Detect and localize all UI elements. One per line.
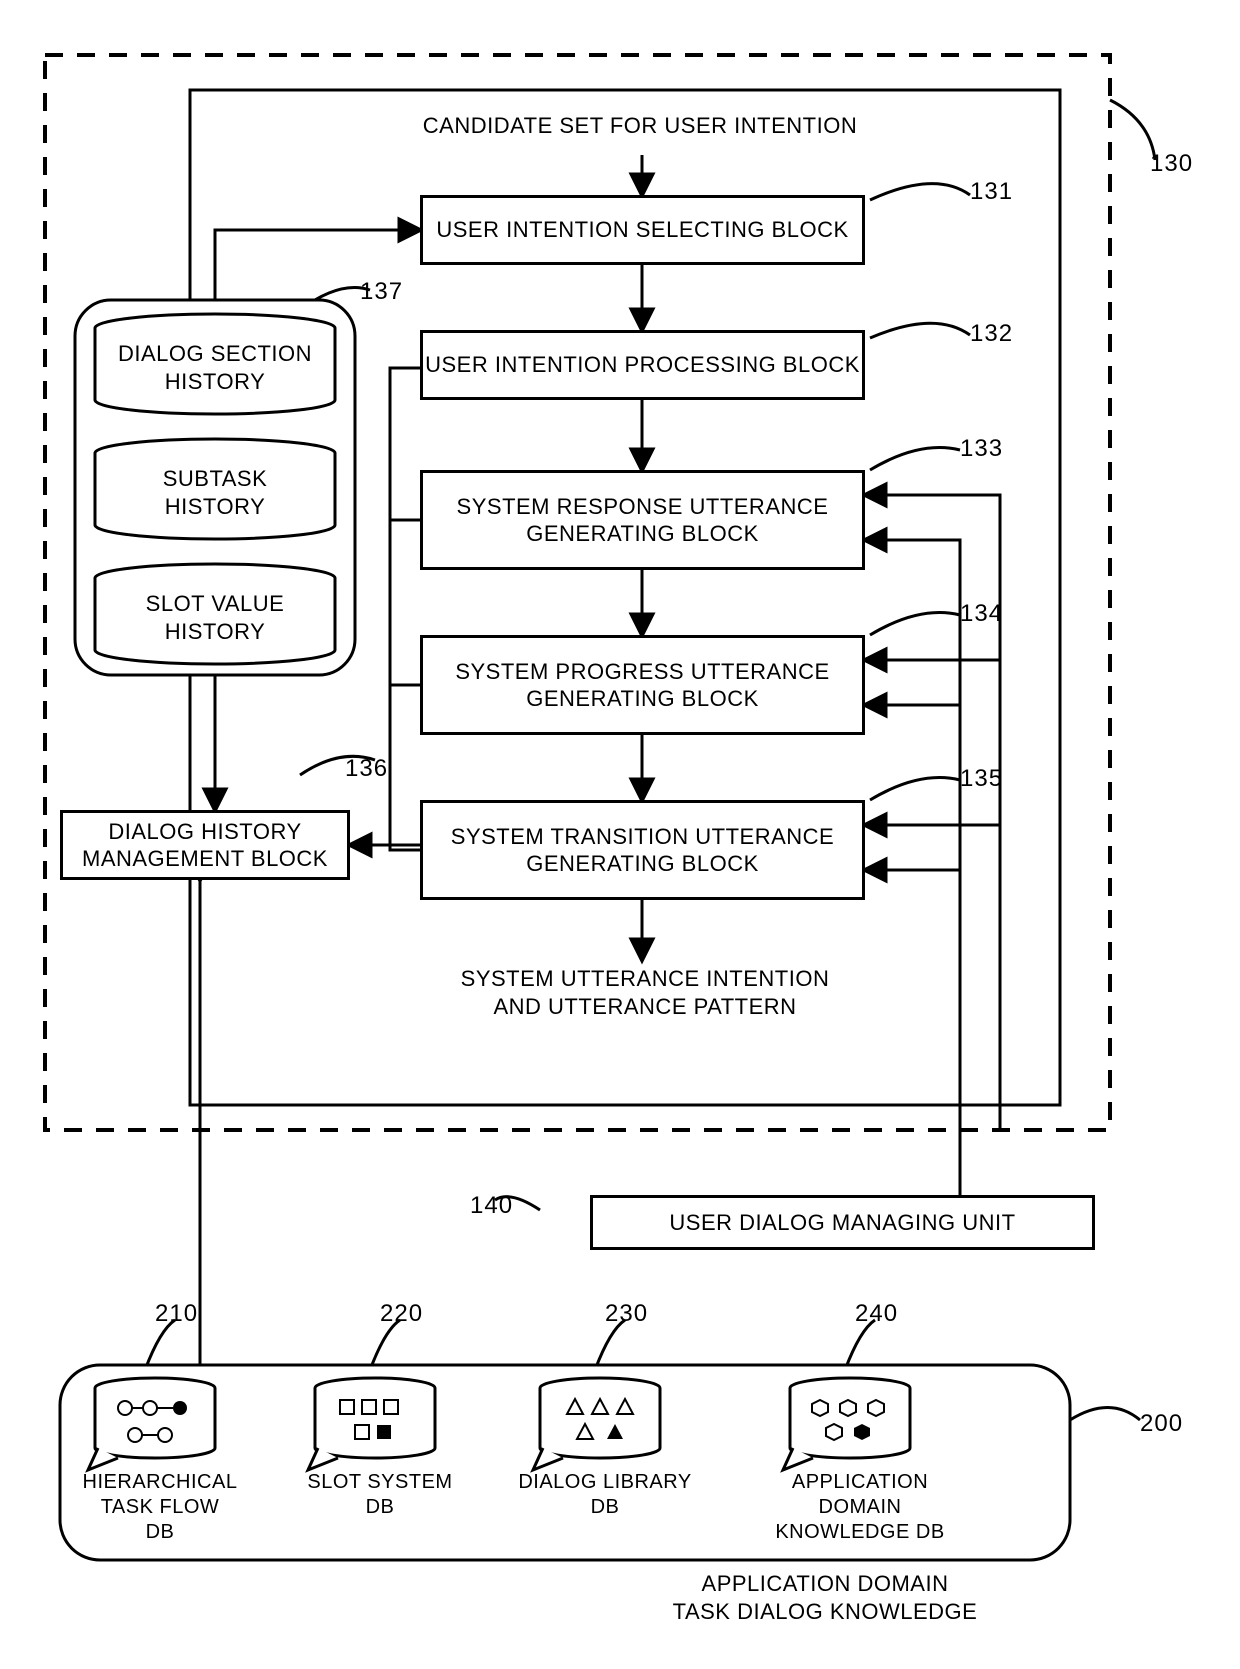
block-user-intention-processing: USER INTENTION PROCESSING BLOCK (420, 330, 865, 400)
block-label: DIALOG HISTORY MANAGEMENT BLOCK (63, 818, 347, 873)
ref-240: 240 (855, 1300, 898, 1328)
ref-130: 130 (1150, 150, 1193, 178)
cyl-label: SUBTASK HISTORY (95, 465, 335, 520)
db-label: DIALOG LIBRARY DB (510, 1470, 700, 1520)
ref-140: 140 (470, 1192, 513, 1220)
ref-230: 230 (605, 1300, 648, 1328)
block-label: SYSTEM TRANSITION UTTERANCE GENERATING B… (423, 823, 862, 878)
block-system-progress: SYSTEM PROGRESS UTTERANCE GENERATING BLO… (420, 635, 865, 735)
output-label: SYSTEM UTTERANCE INTENTION AND UTTERANCE… (340, 965, 950, 1020)
block-user-dialog-managing: USER DIALOG MANAGING UNIT (590, 1195, 1095, 1250)
ref-132: 132 (970, 320, 1013, 348)
block-user-intention-selecting: USER INTENTION SELECTING BLOCK (420, 195, 865, 265)
db-dialog-library (533, 1378, 660, 1470)
block-system-transition: SYSTEM TRANSITION UTTERANCE GENERATING B… (420, 800, 865, 900)
ref-200: 200 (1140, 1410, 1183, 1438)
ref-210: 210 (155, 1300, 198, 1328)
ref-133: 133 (960, 435, 1003, 463)
block-system-response: SYSTEM RESPONSE UTTERANCE GENERATING BLO… (420, 470, 865, 570)
db-label: HIERARCHICAL TASK FLOW DB (70, 1470, 250, 1545)
cyl-label: SLOT VALUE HISTORY (95, 590, 335, 645)
db-hierarchical-task-flow (88, 1378, 215, 1470)
block-label: USER INTENTION PROCESSING BLOCK (425, 351, 860, 379)
ref-137: 137 (360, 278, 403, 306)
db-application-domain-knowledge (783, 1378, 910, 1470)
db-label: SLOT SYSTEM DB (290, 1470, 470, 1520)
ref-134: 134 (960, 600, 1003, 628)
bottom-container-label: APPLICATION DOMAIN TASK DIALOG KNOWLEDGE (580, 1570, 1070, 1625)
cyl-label: DIALOG SECTION HISTORY (95, 340, 335, 395)
block-label: SYSTEM PROGRESS UTTERANCE GENERATING BLO… (423, 658, 862, 713)
ref-136: 136 (345, 755, 388, 783)
ref-131: 131 (970, 178, 1013, 206)
block-dialog-history-mgmt: DIALOG HISTORY MANAGEMENT BLOCK (60, 810, 350, 880)
db-label: APPLICATION DOMAIN KNOWLEDGE DB (760, 1470, 960, 1545)
block-label: USER INTENTION SELECTING BLOCK (436, 216, 848, 244)
ref-220: 220 (380, 1300, 423, 1328)
input-label: CANDIDATE SET FOR USER INTENTION (300, 112, 980, 140)
db-slot-system (308, 1378, 435, 1470)
block-label: SYSTEM RESPONSE UTTERANCE GENERATING BLO… (423, 493, 862, 548)
block-label: USER DIALOG MANAGING UNIT (669, 1209, 1015, 1237)
ref-135: 135 (960, 765, 1003, 793)
